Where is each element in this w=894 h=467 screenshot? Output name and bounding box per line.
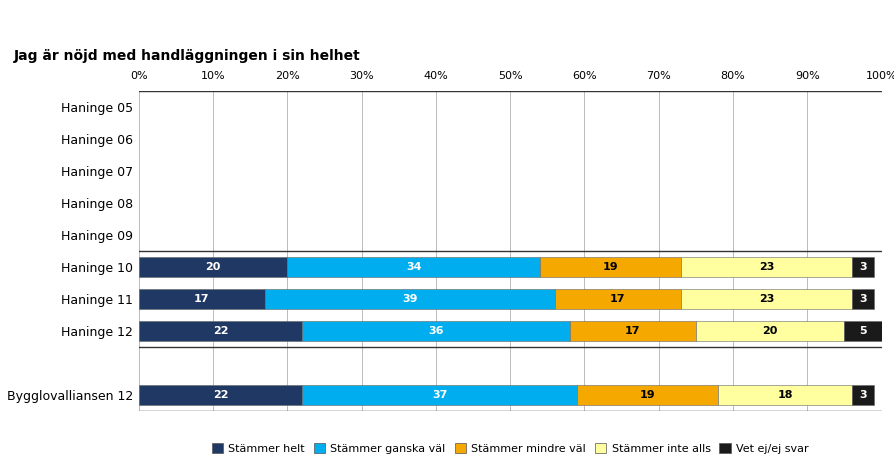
- Bar: [539, 257, 680, 277]
- Text: 3: 3: [858, 262, 866, 272]
- Text: 20: 20: [762, 326, 777, 336]
- Text: 20: 20: [205, 262, 221, 272]
- Bar: [302, 321, 569, 341]
- Text: 39: 39: [401, 294, 417, 304]
- Text: 22: 22: [213, 326, 228, 336]
- Text: HELHETSOMDÖME: HELHETSOMDÖME: [11, 14, 167, 29]
- Bar: [265, 289, 554, 309]
- Text: 23: 23: [758, 262, 773, 272]
- Text: 37: 37: [432, 390, 447, 400]
- Text: 18: 18: [776, 390, 792, 400]
- Bar: [554, 289, 680, 309]
- Bar: [851, 289, 873, 309]
- Bar: [696, 321, 844, 341]
- Text: 22: 22: [213, 390, 228, 400]
- Bar: [680, 289, 851, 309]
- Bar: [851, 257, 873, 277]
- Legend: Stämmer helt, Stämmer ganska väl, Stämmer mindre väl, Stämmer inte alls, Vet ej/: Stämmer helt, Stämmer ganska väl, Stämme…: [207, 439, 813, 458]
- Bar: [287, 257, 539, 277]
- Text: 36: 36: [427, 326, 443, 336]
- Bar: [717, 385, 851, 405]
- Text: 34: 34: [405, 262, 421, 272]
- Text: 17: 17: [194, 294, 209, 304]
- Bar: [844, 321, 881, 341]
- Text: 5: 5: [858, 326, 866, 336]
- Text: 17: 17: [624, 326, 640, 336]
- Bar: [577, 385, 717, 405]
- Bar: [680, 257, 851, 277]
- Text: 19: 19: [639, 390, 654, 400]
- Bar: [569, 321, 696, 341]
- Bar: [139, 321, 302, 341]
- Text: 3: 3: [858, 390, 866, 400]
- Bar: [139, 257, 287, 277]
- Text: 19: 19: [602, 262, 618, 272]
- Text: 23: 23: [758, 294, 773, 304]
- Text: Jag är nöjd med handläggningen i sin helhet: Jag är nöjd med handläggningen i sin hel…: [13, 49, 359, 63]
- Bar: [139, 385, 302, 405]
- Text: 17: 17: [610, 294, 625, 304]
- Bar: [302, 385, 577, 405]
- Bar: [139, 289, 265, 309]
- Text: 3: 3: [858, 294, 866, 304]
- Bar: [851, 385, 873, 405]
